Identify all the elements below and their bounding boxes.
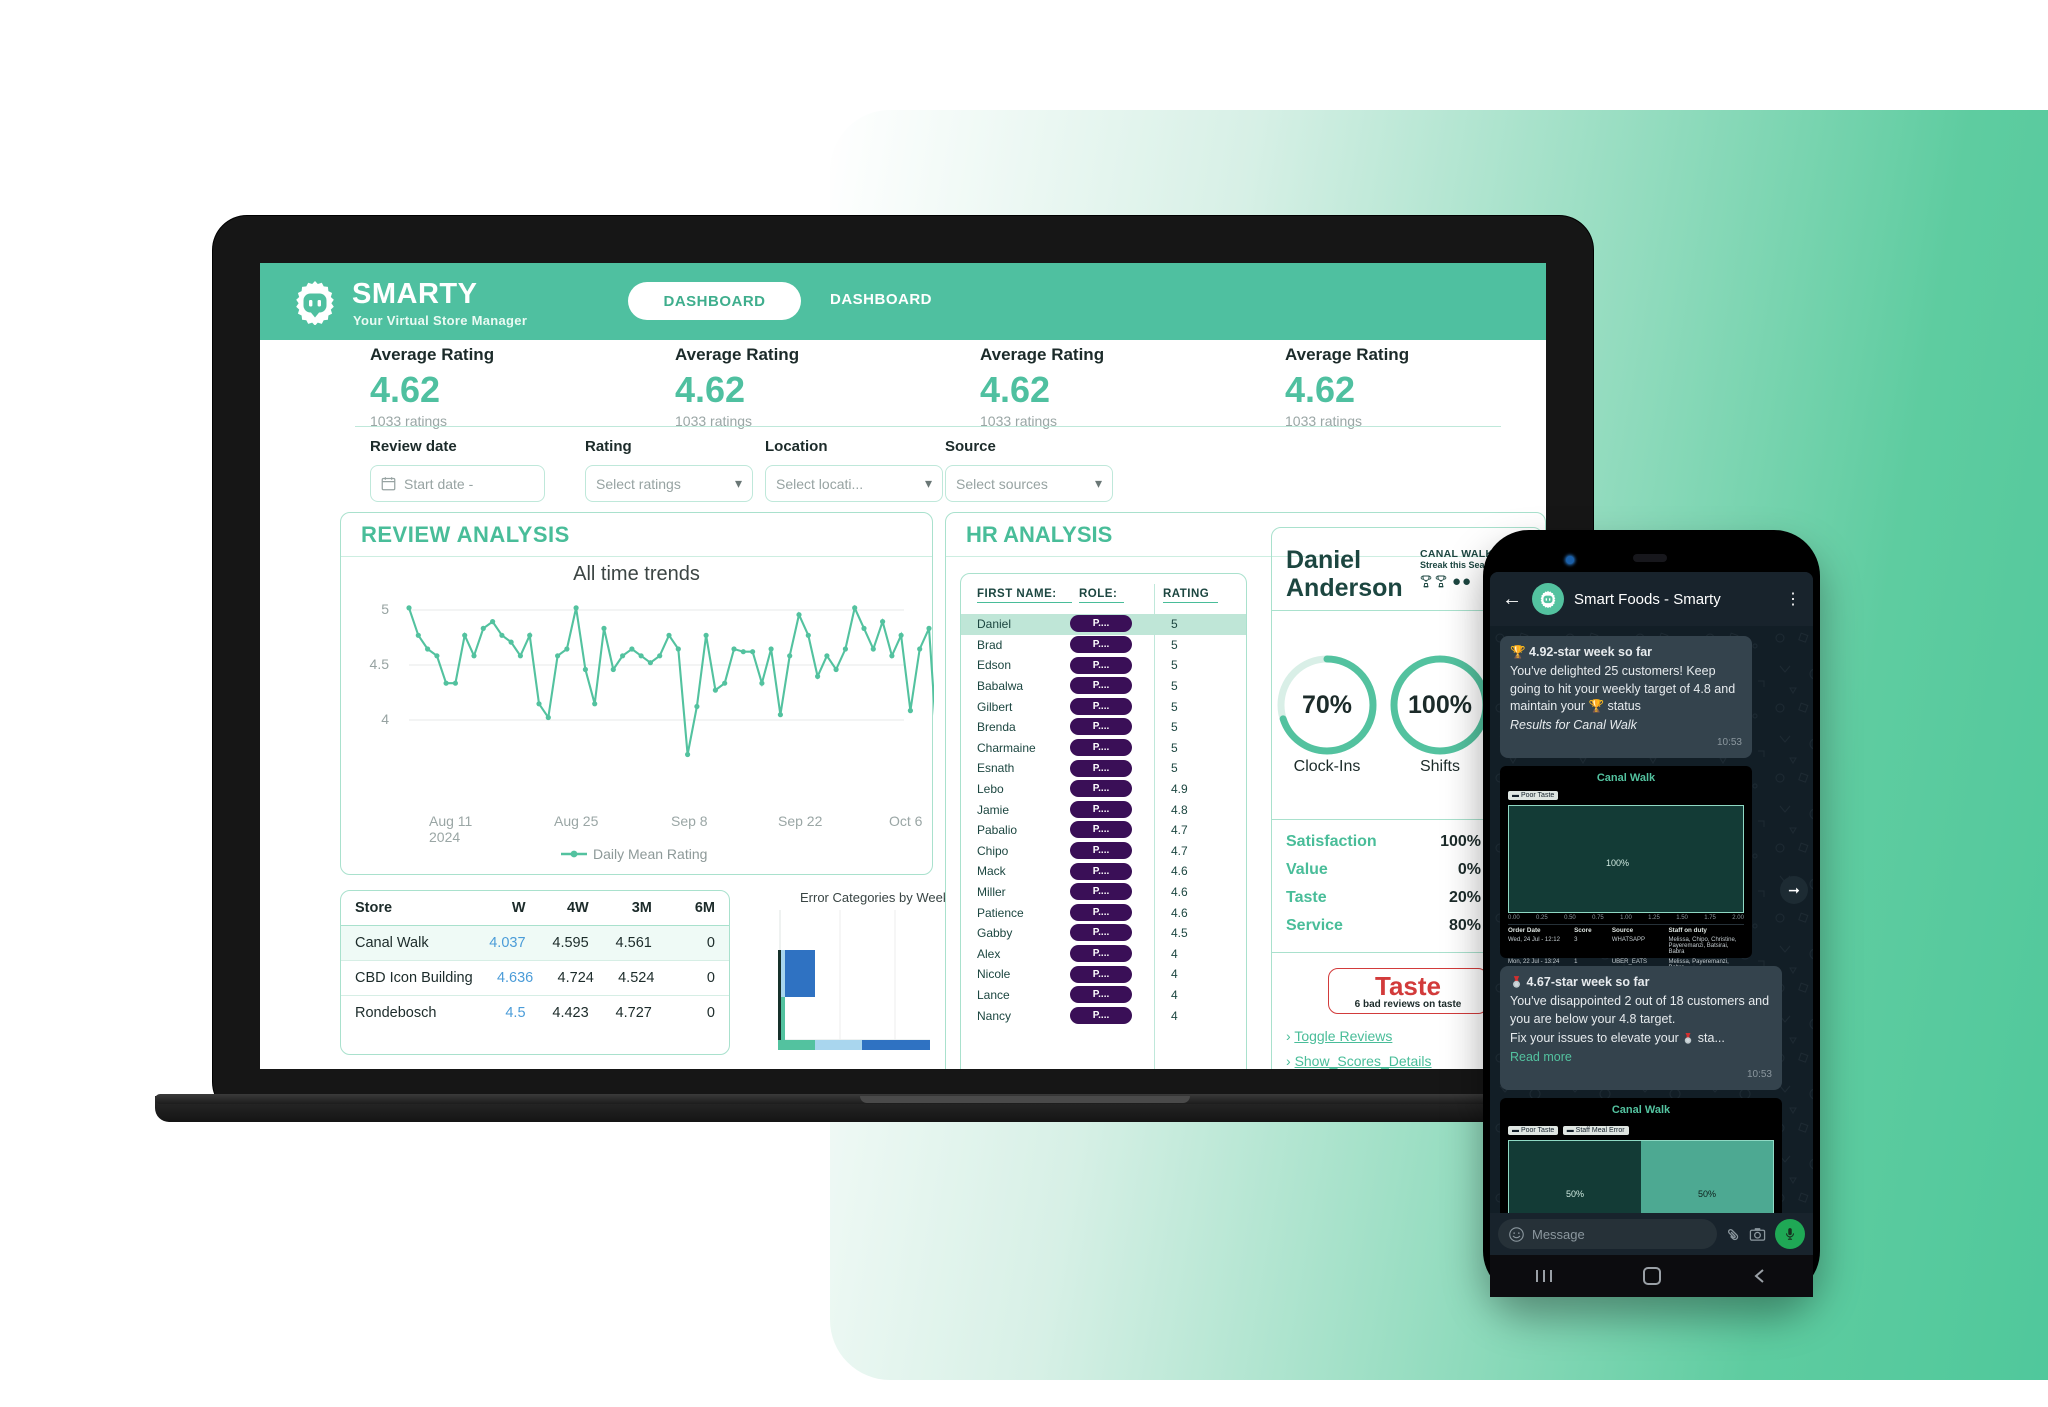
svg-text:70%: 70% xyxy=(1302,691,1352,719)
svg-text:100%: 100% xyxy=(1408,691,1472,719)
svg-text:Clock-Ins: Clock-Ins xyxy=(1294,758,1361,775)
svg-text:4.5: 4.5 xyxy=(370,656,390,672)
svg-text:Shifts: Shifts xyxy=(1420,758,1460,775)
svg-text:4: 4 xyxy=(381,711,389,727)
svg-text:5: 5 xyxy=(381,601,389,617)
